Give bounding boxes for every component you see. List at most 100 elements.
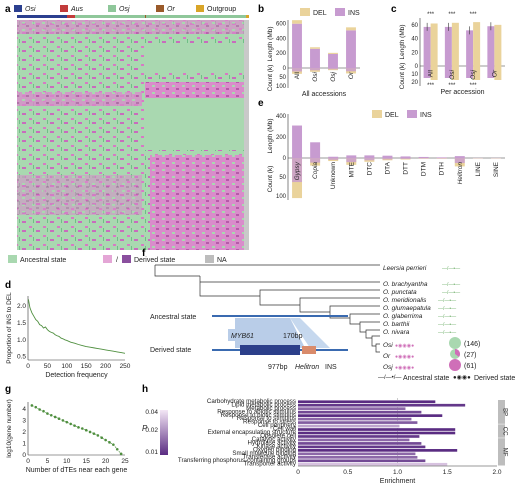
x-tick: All (428, 69, 435, 77)
x-tick: DTH (439, 162, 446, 176)
ins-count-bar (400, 158, 411, 159)
ins-bar (310, 142, 321, 158)
state-legend: Ancestral state / Derived state NA (8, 255, 227, 264)
x-tick: 15 (83, 458, 91, 465)
x-tick: 5 (46, 458, 50, 465)
data-point (96, 434, 100, 437)
legend-swatch-osi (14, 5, 22, 12)
significance-bottom: *** (448, 83, 456, 89)
species-label: O. meridionalis (383, 297, 427, 304)
x-label: Per accession (441, 89, 485, 96)
ancestral-glyph: —/—•— (438, 314, 456, 320)
y-label: Proportion of INS to DEL (6, 292, 13, 364)
ins-bar (346, 30, 356, 68)
ins-count-bar (382, 158, 393, 160)
significance-bottom: *** (470, 83, 478, 89)
del-cap (292, 20, 302, 24)
helitron-insertion (302, 346, 316, 354)
data-point (53, 415, 57, 419)
x-tick: 0 (26, 458, 30, 465)
legend-swatch-or (156, 5, 164, 12)
ins-bar (423, 26, 431, 67)
x-tick: Osj (470, 69, 477, 79)
species-label: O. glaberrima (383, 313, 423, 320)
data-point (104, 438, 107, 442)
enrichment-bar (298, 442, 422, 445)
ancestral-swatch (8, 255, 17, 263)
enrichment-bar (298, 445, 426, 449)
data-point (77, 426, 80, 429)
x-tick: 100 (61, 363, 72, 370)
term-label: Transferring phosphorus-containing group… (178, 457, 296, 464)
enrichment-bar (298, 407, 406, 411)
colorbar-label: P (142, 424, 148, 433)
ins-count-bar (444, 66, 452, 78)
data-point (30, 404, 34, 407)
x-tick: DTM (421, 162, 428, 176)
ins-count-bar (292, 158, 303, 183)
panel-label-g: g (5, 384, 11, 395)
ins-bar (328, 53, 338, 68)
derived-state-label: Derived state (150, 347, 191, 354)
y-tick-top: 40 (411, 37, 418, 43)
data-point (46, 412, 49, 415)
del-cap (328, 52, 338, 54)
del-bar (473, 22, 481, 66)
derived-label: Derived state (134, 257, 175, 264)
ins-bar (400, 156, 411, 158)
ins-bar (364, 155, 375, 158)
term-label: Response to abiotic stimulus (217, 408, 296, 415)
x-label: Enrichment (380, 478, 415, 485)
term-label: Transferase activity (243, 453, 297, 460)
ancestral-glyph: —/—•— (438, 322, 456, 328)
x-tick: Or (491, 69, 498, 77)
y-tick: 1.5 (17, 320, 26, 327)
y-tick-top: 200 (276, 135, 287, 141)
x-tick: 200 (100, 363, 111, 370)
x-tick: 150 (81, 363, 92, 370)
myb61-gene-derived (240, 345, 300, 355)
panel-label-c: c (391, 4, 397, 15)
group-label: BP (502, 408, 508, 416)
panel-d-chart: 0 50 100 150 200 250 0.5 1.0 1.5 2.0 Detection fre… (6, 292, 131, 379)
data-point (38, 408, 41, 411)
data-point (119, 452, 123, 456)
species-label: Osi (383, 342, 393, 349)
ancestral-glyph: —/—•— (438, 330, 456, 336)
panel-c-chart: 60 40 20 0 10 20 Length (Mb) Count (k) *** *** All… (399, 12, 505, 96)
ins-te-label: Helitron (295, 364, 319, 371)
significance-top: *** (427, 12, 435, 18)
enrichment-bar (298, 417, 412, 421)
panel-label-d: d (5, 280, 11, 291)
legend-swatch-aus (60, 5, 68, 12)
panel-label-a: a (5, 4, 11, 15)
y-tick: 1 (22, 440, 26, 447)
legend-swatch-outgroup (196, 5, 204, 12)
del-count-bar (494, 66, 502, 80)
x-tick: 0 (296, 469, 300, 476)
derived-glyph: ●◉◉◉● (395, 354, 414, 360)
del-count-bar (473, 66, 481, 80)
x-tick: Helitron (457, 162, 464, 185)
y-label: log10(gene number) (6, 399, 13, 458)
term-label: Kinase activity (256, 443, 296, 450)
osj-count: (61) (464, 363, 476, 370)
panel-a-legend: Osi Aus Osj Or Outgroup (14, 5, 249, 18)
term-label: Metabolic process (246, 405, 296, 412)
data-line (27, 299, 126, 354)
data-point (69, 422, 72, 426)
term-label: Response to biotic stimulus (221, 412, 296, 419)
ins-size-label: 977bp (268, 364, 288, 371)
ins-bar (310, 48, 320, 68)
panel-g-chart: 0 5 10 15 20 25 0 1 2 3 4 Number of dTEs near each … (6, 399, 129, 474)
panel-label-f: f (142, 248, 146, 259)
na-swatch (205, 255, 214, 263)
enrichment-bar (298, 414, 443, 417)
data-point (42, 409, 45, 413)
derived-swatch-light (103, 255, 112, 263)
na-label: NA (217, 257, 227, 264)
species-label: O. brachyantha (383, 281, 428, 288)
species-label: Or (383, 353, 391, 360)
del-cap (310, 47, 320, 49)
